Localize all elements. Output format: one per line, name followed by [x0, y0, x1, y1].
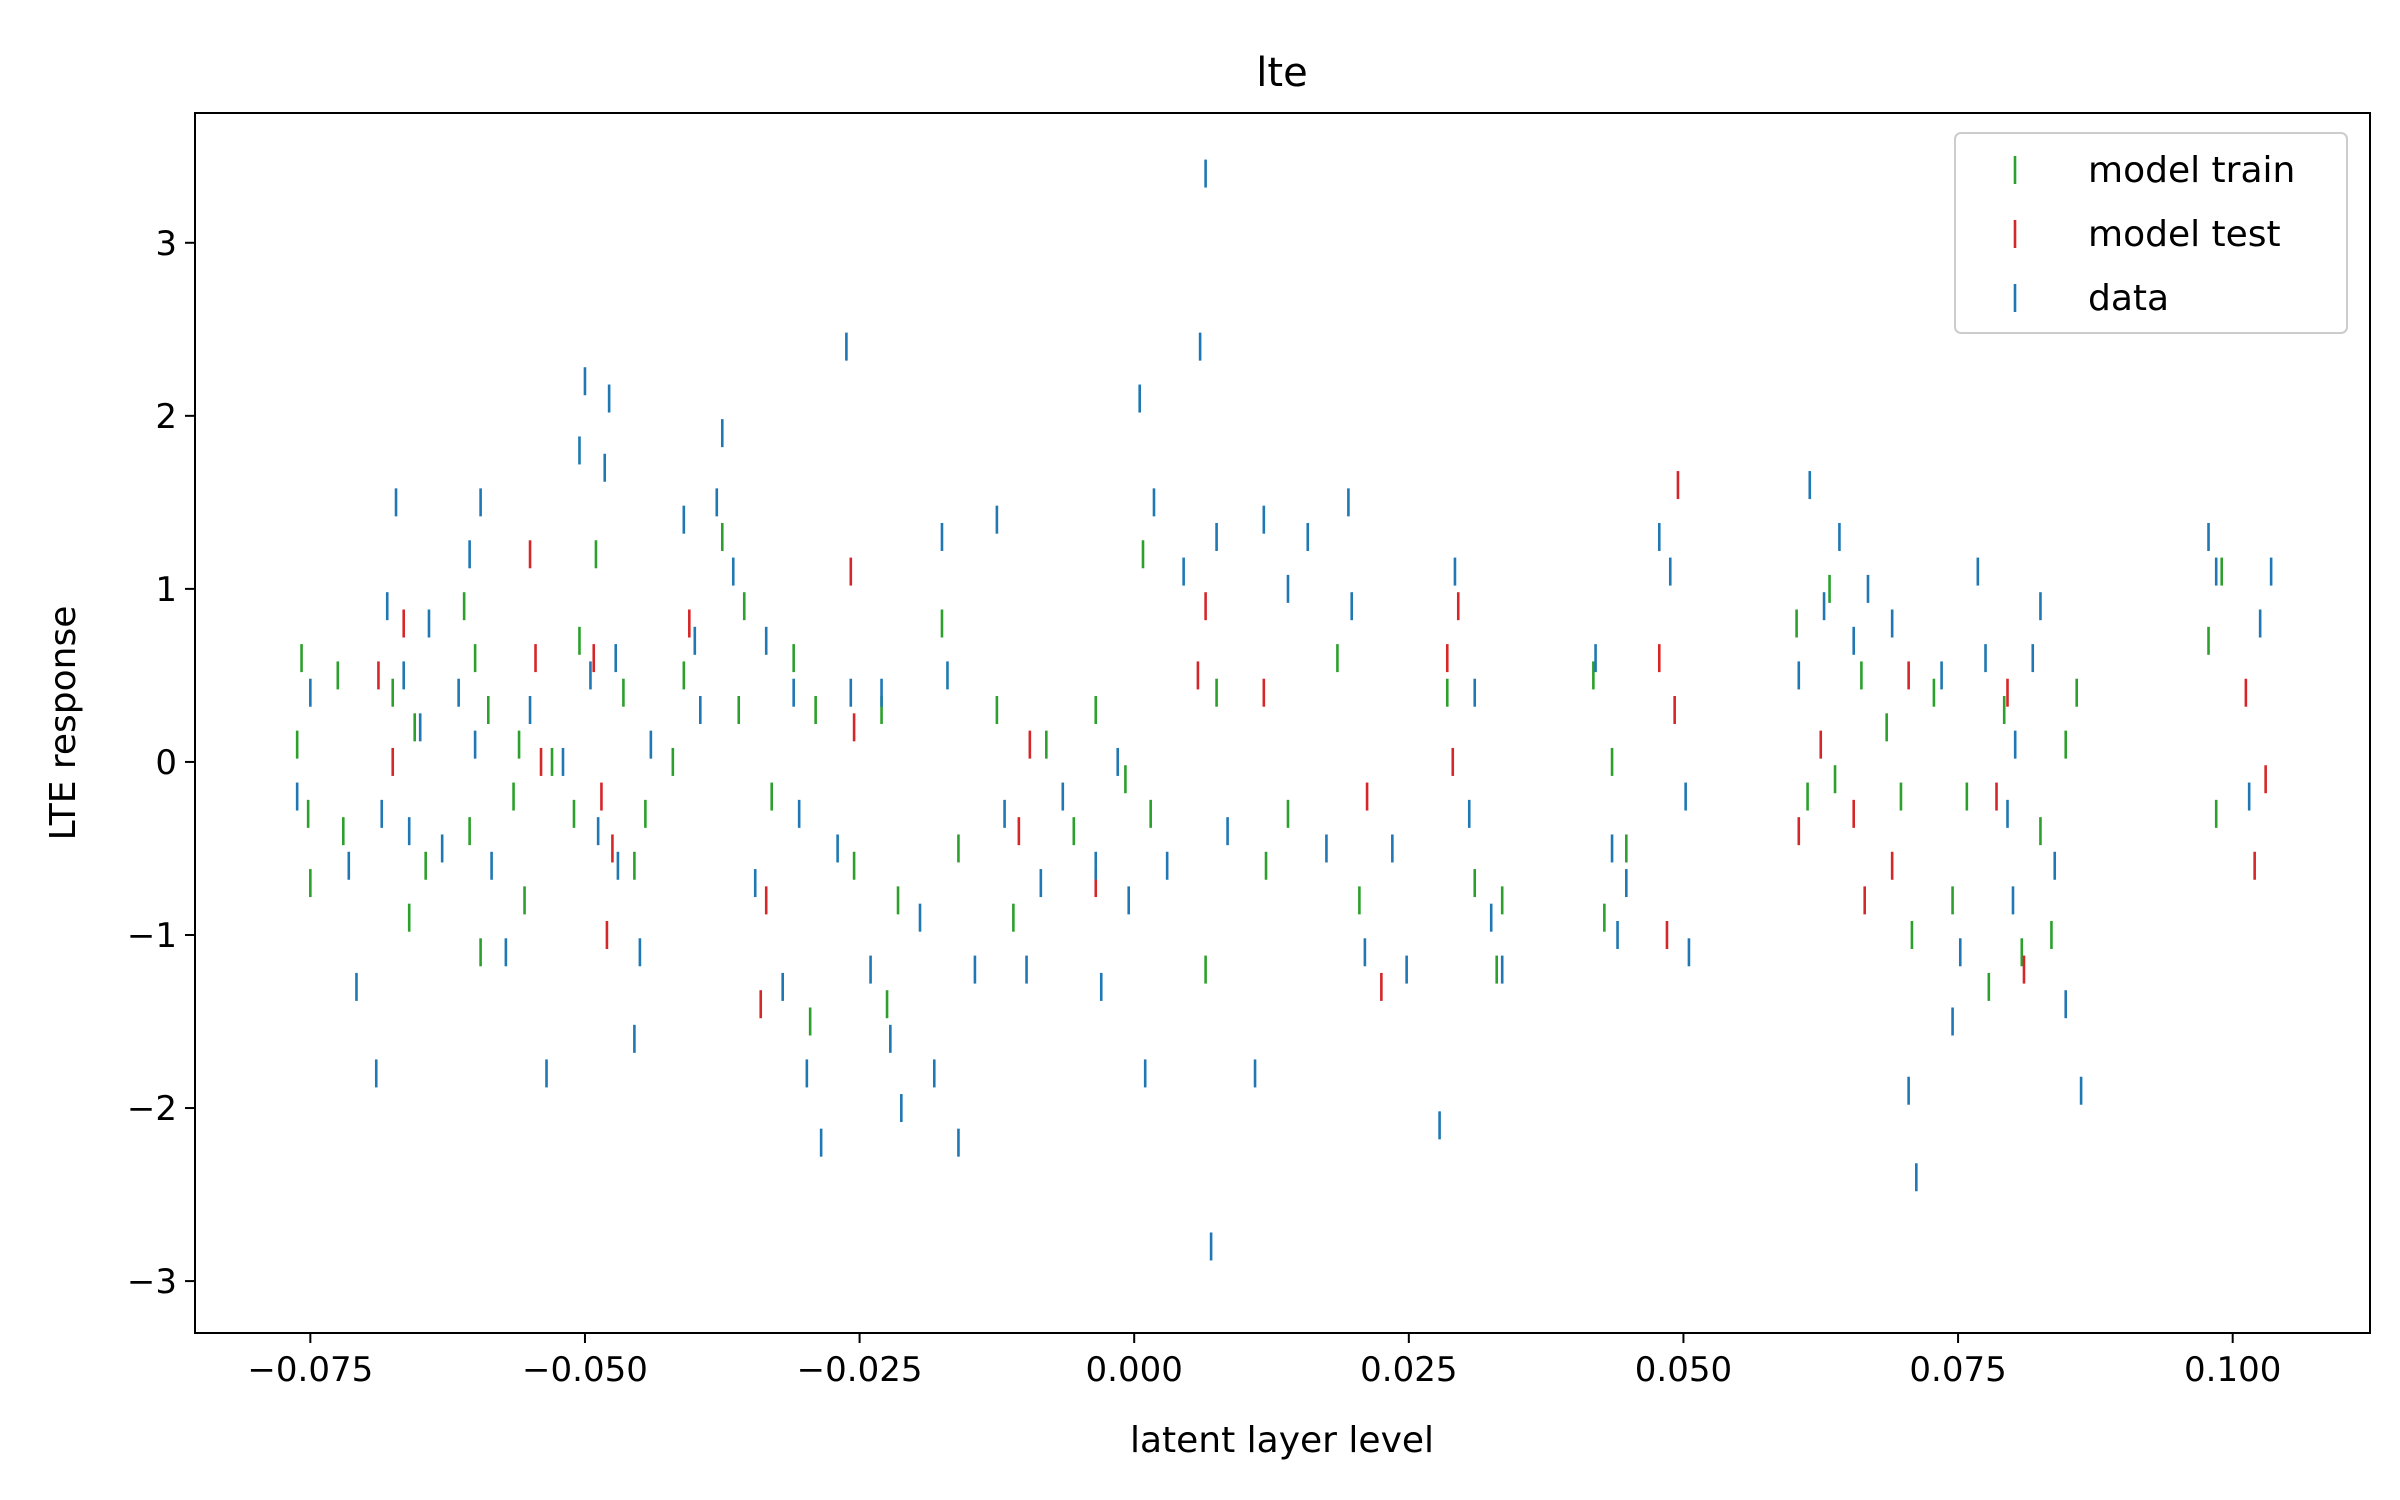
x-tick-label: 0.100 [2184, 1350, 2281, 1390]
y-tick-label: −1 [127, 916, 177, 956]
legend-box [1954, 132, 2348, 334]
legend-label: model train [2088, 150, 2295, 191]
x-tick-label: −0.025 [797, 1350, 923, 1390]
x-tick-label: −0.050 [522, 1350, 648, 1390]
x-axis: −0.075 −0.050 −0.025 0.000 0.025 0.050 0.075 0.… [247, 1333, 2281, 1390]
y-tick-label: 0 [155, 743, 177, 783]
chart-title: lte [1256, 50, 1307, 96]
legend-label: data [2088, 278, 2169, 319]
x-tick-label: 0.075 [1909, 1350, 2006, 1390]
y-tick-label: −2 [127, 1089, 177, 1129]
series-data [295, 159, 2273, 1261]
y-tick-label: −3 [127, 1262, 177, 1302]
x-tick-label: 0.025 [1360, 1350, 1457, 1390]
y-tick-label: 2 [155, 397, 177, 437]
y-tick-label: 3 [155, 224, 177, 264]
legend-label: model test [2088, 214, 2281, 255]
series-model-train [295, 522, 2224, 1036]
legend: model train model test data [1954, 132, 2348, 334]
x-tick-label: −0.075 [247, 1350, 373, 1390]
y-axis: −3 −2 −1 0 1 2 3 [127, 224, 195, 1302]
x-axis-label: latent layer level [1130, 1420, 1434, 1461]
x-tick-label: 0.000 [1086, 1350, 1183, 1390]
y-axis-label: LTE response [43, 606, 84, 841]
plot-area-frame [194, 112, 2371, 1334]
data-marks [295, 159, 2273, 1261]
y-tick-label: 1 [155, 570, 177, 610]
x-tick-label: 0.050 [1635, 1350, 1732, 1390]
